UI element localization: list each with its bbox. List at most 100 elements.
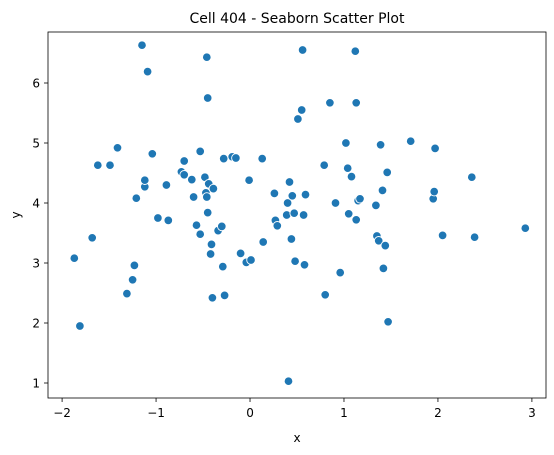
data-point-68 (320, 290, 330, 300)
data-point-70 (330, 198, 341, 208)
data-point-40 (218, 153, 229, 164)
data-point-46 (244, 175, 254, 185)
x-tick-label: 2 (434, 406, 442, 420)
data-point-31 (202, 207, 213, 218)
data-point-95 (467, 172, 477, 182)
data-point-36 (208, 183, 219, 194)
data-point-75 (346, 171, 357, 182)
data-point-59 (289, 208, 299, 218)
data-point-23 (191, 220, 202, 230)
data-point-66 (300, 189, 311, 200)
data-point-41 (219, 290, 230, 301)
data-point-29 (202, 52, 212, 62)
data-point-76 (350, 46, 361, 56)
y-axis-ticks: 1 2 3 4 5 6 (32, 77, 48, 391)
data-point-89 (383, 317, 393, 327)
y-tick-label: 5 (32, 137, 40, 151)
x-axis-label: x (293, 431, 300, 445)
data-point-33 (205, 249, 216, 259)
data-point-2 (87, 233, 97, 243)
data-point-80 (355, 194, 365, 204)
data-point-0 (69, 253, 80, 263)
data-point-22 (188, 192, 199, 202)
y-tick-label: 4 (32, 197, 40, 211)
data-point-12 (140, 175, 150, 185)
data-point-77 (351, 98, 361, 108)
data-point-60 (290, 256, 300, 266)
data-point-14 (147, 149, 158, 159)
data-point-44 (235, 248, 246, 259)
data-point-90 (405, 136, 416, 146)
data-point-16 (161, 180, 172, 190)
data-point-8 (129, 260, 140, 271)
data-point-54 (282, 198, 293, 208)
data-point-38 (217, 221, 227, 232)
data-point-69 (325, 98, 335, 108)
y-tick-label: 1 (32, 377, 40, 391)
data-point-50 (269, 188, 280, 199)
data-point-73 (342, 163, 353, 173)
data-point-56 (284, 177, 295, 187)
data-point-30 (202, 93, 213, 103)
x-tick-label: −2 (53, 406, 71, 420)
data-point-48 (257, 153, 267, 164)
y-tick-label: 3 (32, 257, 40, 271)
data-point-92 (429, 186, 439, 197)
data-point-13 (142, 66, 153, 77)
data-point-49 (258, 237, 268, 247)
data-point-4 (105, 160, 115, 170)
data-point-35 (207, 293, 218, 303)
plot-frame (47, 31, 547, 399)
data-point-58 (287, 191, 298, 201)
data-point-10 (137, 40, 147, 50)
data-point-65 (299, 260, 310, 270)
data-point-86 (378, 263, 389, 274)
data-point-25 (195, 229, 205, 239)
data-point-97 (520, 223, 531, 233)
data-point-55 (283, 376, 294, 386)
x-tick-label: 0 (246, 406, 254, 420)
data-point-52 (272, 221, 283, 231)
x-tick-label: 1 (340, 406, 348, 420)
data-point-20 (179, 170, 189, 180)
data-point-47 (246, 255, 256, 265)
data-point-62 (296, 105, 307, 115)
data-point-94 (437, 230, 448, 241)
data-point-7 (127, 275, 138, 285)
data-point-63 (297, 45, 308, 55)
data-point-17 (163, 215, 174, 226)
data-point-1 (75, 321, 85, 331)
y-tick-label: 6 (32, 77, 40, 91)
data-point-15 (153, 213, 163, 223)
data-point-61 (293, 114, 303, 124)
x-tick-label: −1 (147, 406, 165, 420)
data-point-72 (341, 138, 351, 148)
data-point-78 (351, 215, 361, 225)
x-axis-ticks: −2 −1 0 1 2 3 (53, 398, 536, 420)
data-point-57 (286, 234, 297, 244)
data-points (69, 40, 531, 386)
data-point-93 (430, 143, 440, 154)
data-point-6 (122, 288, 132, 299)
data-point-87 (380, 240, 391, 251)
data-point-84 (375, 140, 386, 150)
y-axis-label: y (9, 211, 23, 218)
data-point-3 (93, 160, 103, 170)
data-point-34 (206, 239, 217, 250)
data-point-85 (377, 185, 388, 196)
data-point-5 (112, 143, 123, 153)
data-point-19 (179, 156, 189, 166)
data-point-81 (371, 200, 381, 211)
data-point-88 (382, 167, 392, 178)
chart-title: Cell 404 - Seaborn Scatter Plot (189, 11, 405, 27)
data-point-24 (195, 146, 205, 157)
data-point-74 (343, 209, 354, 219)
data-point-39 (218, 261, 228, 272)
data-point-43 (231, 153, 241, 163)
data-point-67 (319, 160, 329, 170)
data-point-83 (373, 236, 384, 246)
data-point-21 (187, 174, 197, 185)
data-point-64 (298, 210, 309, 220)
data-point-9 (131, 193, 142, 203)
